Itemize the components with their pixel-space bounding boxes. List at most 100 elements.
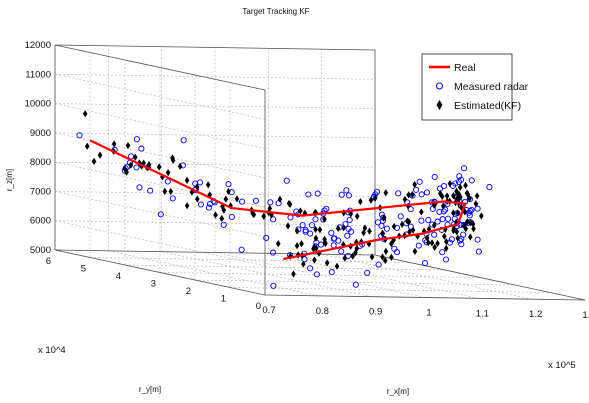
estimated-point	[437, 190, 443, 198]
estimated-point	[298, 207, 303, 215]
legend-measured-label: Measured radar	[454, 81, 529, 93]
measured-point	[468, 206, 475, 213]
estimated-point	[389, 240, 394, 248]
measured-point	[267, 199, 274, 206]
estimated-point	[132, 153, 138, 161]
floor-gridline	[89, 257, 411, 263]
estimated-point	[294, 242, 300, 250]
x-tick-label: 0.9	[369, 307, 382, 318]
estimated-point	[348, 210, 354, 218]
measured-point	[395, 190, 402, 197]
z-tick-label: 10000	[25, 99, 51, 110]
measured-point	[307, 265, 314, 272]
estimated-point	[353, 249, 358, 257]
estimated-point	[429, 239, 435, 247]
estimated-point	[286, 199, 292, 208]
measured-point	[474, 236, 481, 243]
estimated-point	[367, 227, 372, 235]
measured-point	[431, 173, 438, 180]
estimated-point	[361, 229, 366, 237]
measured-point	[225, 181, 232, 188]
measured-point	[458, 241, 465, 248]
legend: Real Measured radar Estimated(KF)	[421, 53, 529, 121]
estimated-point	[464, 189, 470, 197]
measured-point	[378, 211, 385, 218]
measured-point	[418, 191, 425, 198]
estimated-point	[184, 176, 190, 184]
measured-point	[335, 237, 342, 244]
estimated-point	[381, 214, 387, 222]
measured-point	[466, 212, 473, 219]
y-tick-label: 2	[186, 286, 191, 297]
estimated-point	[261, 212, 267, 220]
estimated-point	[311, 245, 316, 253]
estimated-point	[275, 240, 281, 248]
measured-point	[307, 230, 314, 237]
estimated-point	[234, 195, 240, 203]
estimated-point	[322, 235, 327, 243]
estimated-point	[189, 188, 195, 196]
measured-point	[391, 245, 398, 252]
estimated-point	[162, 187, 168, 195]
estimated-point	[447, 179, 453, 188]
back-wall-gridline	[54, 103, 376, 109]
x-axis-exponent: x 10^5	[548, 360, 576, 371]
estimated-point	[226, 187, 231, 196]
measured-point	[423, 189, 431, 196]
floor-gridline	[229, 287, 551, 293]
estimated-point	[128, 161, 134, 169]
z-tick-label: 8000	[30, 157, 51, 168]
measured-point	[448, 236, 455, 243]
estimated-point	[221, 206, 227, 214]
measured-point	[197, 201, 204, 208]
estimated-point	[97, 151, 103, 159]
legend-kf-marker	[436, 100, 443, 110]
measured-point	[345, 192, 352, 199]
measured-point	[338, 248, 345, 255]
y-tick-label: 5	[81, 264, 86, 275]
estimated-point	[124, 168, 129, 176]
estimated-point	[471, 225, 476, 233]
x-tick-label: 1.3	[582, 310, 589, 321]
estimated-point	[335, 224, 341, 233]
measured-point	[467, 208, 474, 215]
real-series	[89, 139, 467, 261]
measured-point	[287, 214, 294, 221]
estimated-point	[457, 183, 463, 191]
measured-point	[323, 205, 330, 212]
measured-point	[456, 173, 463, 180]
measured-point	[313, 271, 320, 278]
estimated-point	[324, 259, 330, 267]
measured-point	[442, 206, 449, 213]
measured-point	[455, 178, 462, 185]
wall-edge	[54, 44, 266, 91]
measured-point	[138, 145, 145, 152]
z-tick-label: 9000	[30, 128, 51, 139]
estimated-point	[461, 221, 467, 230]
estimated-point	[442, 232, 447, 240]
measured-point	[343, 187, 350, 194]
y-axis-exponent: x 10^4	[38, 345, 66, 356]
measured-point	[440, 208, 447, 215]
measured-point	[415, 242, 422, 249]
measured-point	[147, 187, 154, 194]
measured-point	[413, 186, 420, 193]
axes	[54, 44, 586, 301]
measured-point	[328, 229, 335, 236]
z-tick-label: 11000	[25, 69, 51, 80]
y-tick-label: 4	[116, 271, 121, 282]
estimated-point	[334, 262, 340, 270]
estimated-point	[285, 222, 291, 230]
measured-point	[474, 205, 481, 212]
measured-point	[383, 225, 390, 232]
estimated-point	[313, 234, 319, 242]
estimated-point	[419, 208, 424, 216]
measured-point	[436, 208, 443, 215]
estimated-point	[312, 256, 317, 264]
estimated-point	[451, 192, 456, 200]
measured-point	[338, 191, 345, 198]
estimated-point	[84, 142, 90, 150]
floor-gridline	[161, 251, 372, 298]
estimated-point	[291, 270, 296, 278]
estimated-point	[440, 202, 446, 210]
